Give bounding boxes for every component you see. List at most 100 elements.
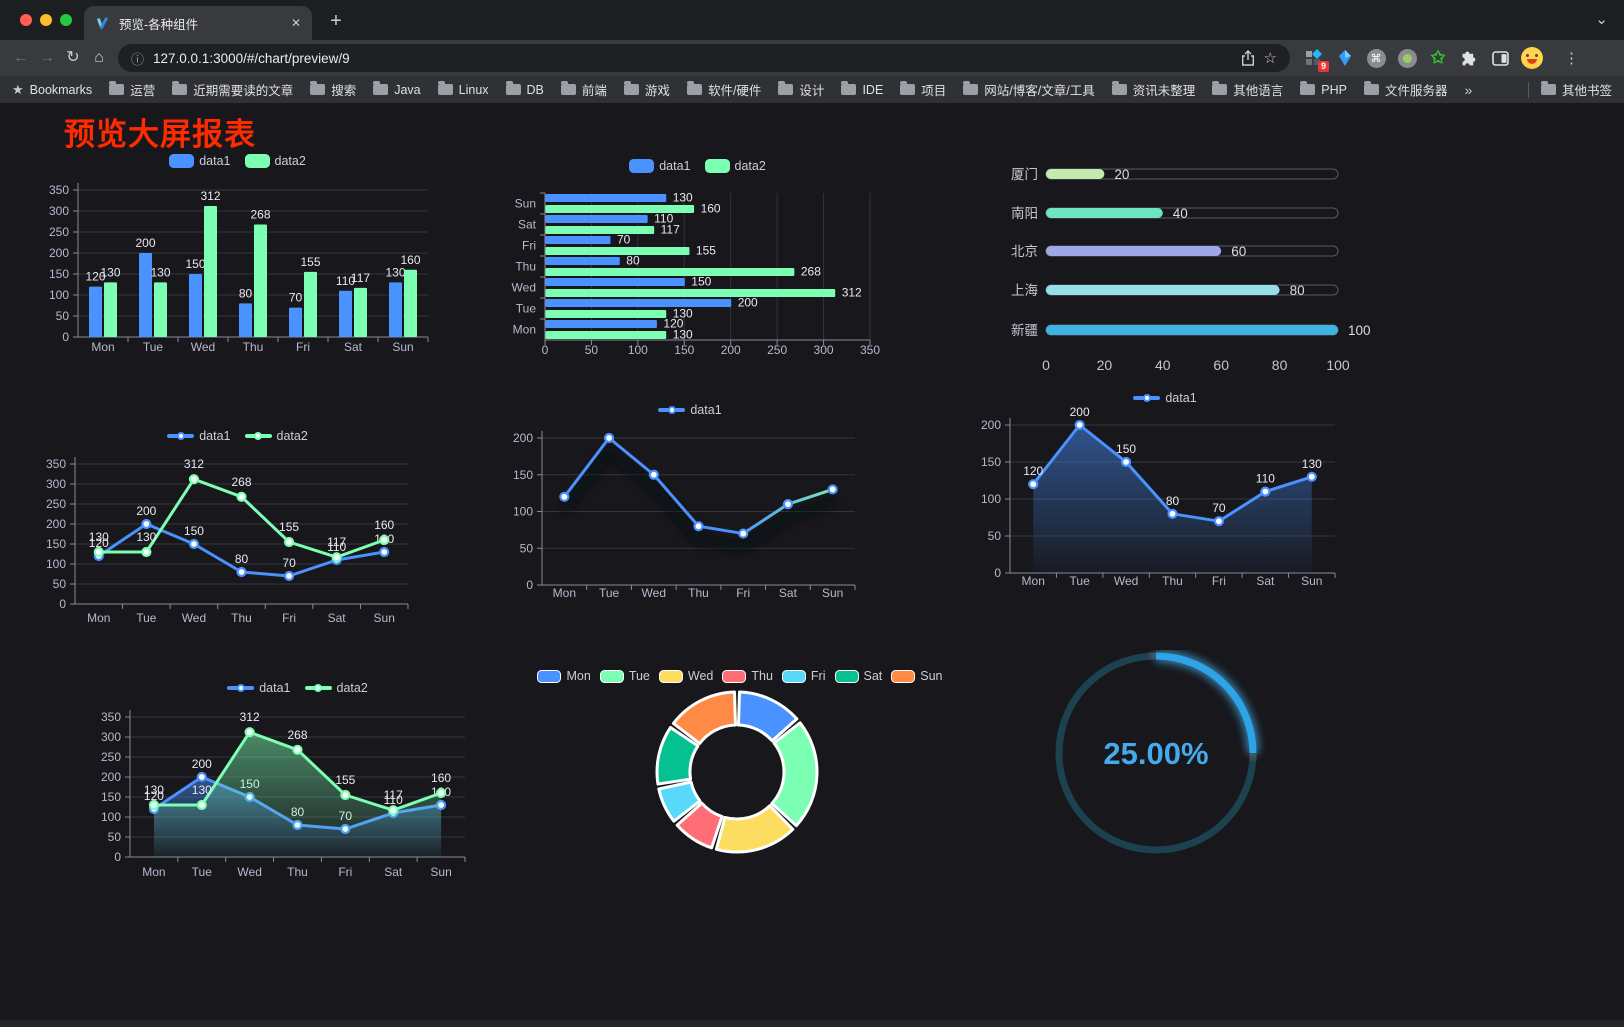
legend-item[interactable]: data2: [304, 681, 368, 695]
chart-legend: data1: [490, 403, 890, 417]
svg-text:100: 100: [1348, 323, 1371, 338]
svg-text:350: 350: [101, 710, 121, 724]
legend-item[interactable]: Sat: [834, 669, 882, 683]
bookmark-folder[interactable]: 搜索: [310, 80, 356, 99]
gauge-canvas[interactable]: 25.00%: [1040, 650, 1280, 880]
legend-item[interactable]: Fri: [781, 669, 826, 683]
minimize-window-button[interactable]: [40, 14, 52, 26]
svg-text:Fri: Fri: [736, 586, 750, 600]
legend-item[interactable]: data1: [169, 154, 231, 168]
svg-text:100: 100: [513, 505, 533, 519]
bookmark-folder[interactable]: Linux: [437, 81, 489, 97]
bookmarks-bar: ★ Bookmarks 运营 近期需要读的文章 搜索 Java Linux DB 前端 游戏 软…: [0, 76, 1624, 103]
legend-label: data2: [336, 681, 368, 695]
svg-text:110: 110: [384, 793, 403, 807]
donut-chart-canvas[interactable]: [530, 663, 950, 963]
share-button[interactable]: [1241, 50, 1255, 66]
legend-item[interactable]: data2: [704, 159, 766, 173]
svg-text:250: 250: [49, 225, 69, 239]
extension-command-icon[interactable]: ⌘: [1366, 48, 1386, 68]
new-tab-button[interactable]: +: [330, 10, 342, 32]
bookmark-folder[interactable]: 网站/博客/文章/工具: [963, 80, 1095, 99]
extension-green-dot-icon[interactable]: [1397, 48, 1417, 68]
bookmark-folder[interactable]: 软件/硬件: [686, 80, 762, 99]
svg-text:120: 120: [85, 270, 105, 284]
line-chart-canvas[interactable]: 0 50 100 150 200 250 300 350 Mon Tue Wed Thu Fri Sat S…: [35, 423, 440, 638]
bookmarks-overflow-chevron[interactable]: »: [1464, 81, 1473, 98]
area-chart-canvas[interactable]: 0 50 100 150 200 Mon Tue Wed Thu Fri Sat Sun 120 200 1…: [965, 388, 1365, 603]
svg-text:Sun: Sun: [392, 340, 413, 354]
svg-text:155: 155: [300, 255, 320, 269]
bookmark-folder[interactable]: PHP: [1300, 81, 1347, 97]
legend-label: Mon: [566, 669, 591, 683]
legend-item[interactable]: Thu: [722, 669, 773, 683]
bookmark-folder[interactable]: 前端: [560, 80, 607, 99]
svg-text:200: 200: [46, 517, 66, 531]
extension-green-star-icon[interactable]: ✩: [1430, 48, 1446, 67]
bookmark-folder[interactable]: 资讯未整理: [1111, 80, 1195, 99]
svg-text:0: 0: [114, 850, 121, 864]
legend-item[interactable]: data2: [244, 154, 306, 168]
bookmark-folder[interactable]: 文件服务器: [1363, 80, 1447, 99]
bookmark-page-star-icon[interactable]: ☆: [1263, 50, 1277, 67]
legend-item[interactable]: data1: [227, 681, 291, 695]
legend-item[interactable]: Mon: [537, 669, 591, 683]
svg-text:120: 120: [89, 536, 109, 550]
svg-text:200: 200: [1070, 405, 1090, 419]
svg-text:Sun: Sun: [515, 197, 536, 211]
bookmark-folder[interactable]: DB: [505, 81, 544, 97]
kite-icon: [1339, 50, 1351, 66]
chart-legend: data1 data2: [35, 154, 440, 168]
legend-item[interactable]: data2: [244, 429, 308, 443]
url-bar[interactable]: ⓘ 127.0.0.1:3000/#/chart/preview/9 ☆: [118, 44, 1290, 72]
bookmarks-app-item[interactable]: ★ Bookmarks: [12, 82, 92, 98]
forward-button[interactable]: →: [39, 49, 55, 66]
legend-item[interactable]: data1: [1133, 391, 1197, 405]
bookmark-label: Java: [394, 82, 421, 97]
bookmark-folder[interactable]: 游戏: [623, 80, 670, 99]
svg-text:Sun: Sun: [1301, 574, 1322, 588]
svg-text:60: 60: [1231, 244, 1246, 259]
svg-text:150: 150: [691, 275, 711, 289]
home-button[interactable]: ⌂: [94, 49, 104, 66]
progress-bars-canvas[interactable]: 厦门 20 南阳 40 北京 60 上海 80 新疆 100 0 20 40 60 80 100: [1000, 158, 1375, 388]
bookmark-folder[interactable]: 其他语言: [1212, 80, 1283, 99]
svg-text:Tue: Tue: [192, 865, 213, 879]
close-window-button[interactable]: [20, 14, 32, 26]
extension-kite-icon[interactable]: [1335, 48, 1355, 68]
back-button[interactable]: ←: [13, 49, 29, 66]
svg-text:160: 160: [701, 202, 721, 216]
bookmark-folder[interactable]: 设计: [778, 80, 824, 99]
legend-label: data1: [690, 403, 722, 417]
legend-item[interactable]: Sun: [891, 669, 943, 683]
stacked-area-chart-canvas[interactable]: 0 50 100 150 200 250 300 350 Mon Tue Wed Thu Fri Sat S…: [95, 673, 500, 893]
tab-close-icon[interactable]: ✕: [290, 16, 301, 30]
zoom-window-button[interactable]: [60, 14, 72, 26]
bar-chart-canvas[interactable]: 0 50 100 150 200 250 300 350 Mon Tue Wed Thu Fri Sat S…: [35, 148, 440, 363]
legend-item[interactable]: Tue: [599, 669, 650, 683]
bookmark-folder[interactable]: 项目: [900, 80, 946, 99]
gradient-line-chart-canvas[interactable]: 0 50 100 150 200 Mon Tue Wed Thu Fri Sat Sun: [490, 398, 890, 613]
legend-item[interactable]: data1: [658, 403, 722, 417]
other-bookmarks-folder[interactable]: 其他书签: [1540, 80, 1612, 99]
legend-item[interactable]: data1: [629, 159, 691, 173]
legend-item[interactable]: data1: [167, 429, 231, 443]
bookmark-folder[interactable]: Java: [373, 81, 421, 97]
browser-menu-icon[interactable]: ⋮: [1564, 50, 1579, 67]
legend-item[interactable]: Wed: [658, 669, 713, 683]
extension-grid-icon[interactable]: 9: [1304, 48, 1329, 72]
browser-tab[interactable]: 预览-各种组件 ✕: [84, 6, 312, 40]
tab-search-chevron-icon[interactable]: ⌄: [1595, 11, 1608, 28]
extensions-puzzle-icon[interactable]: [1459, 48, 1479, 68]
svg-text:200: 200: [738, 296, 758, 310]
bookmark-folder[interactable]: 近期需要读的文章: [172, 80, 293, 99]
side-panel-icon[interactable]: [1490, 48, 1510, 68]
site-info-icon[interactable]: ⓘ: [131, 51, 145, 67]
reload-button[interactable]: ↻: [66, 49, 80, 66]
bookmark-folder[interactable]: 运营: [109, 80, 155, 99]
chart-gauge: 25.00%: [1040, 650, 1280, 880]
bookmark-label: 软件/硬件: [707, 84, 762, 98]
profile-avatar[interactable]: [1521, 47, 1543, 69]
bookmark-folder[interactable]: IDE: [841, 81, 883, 97]
